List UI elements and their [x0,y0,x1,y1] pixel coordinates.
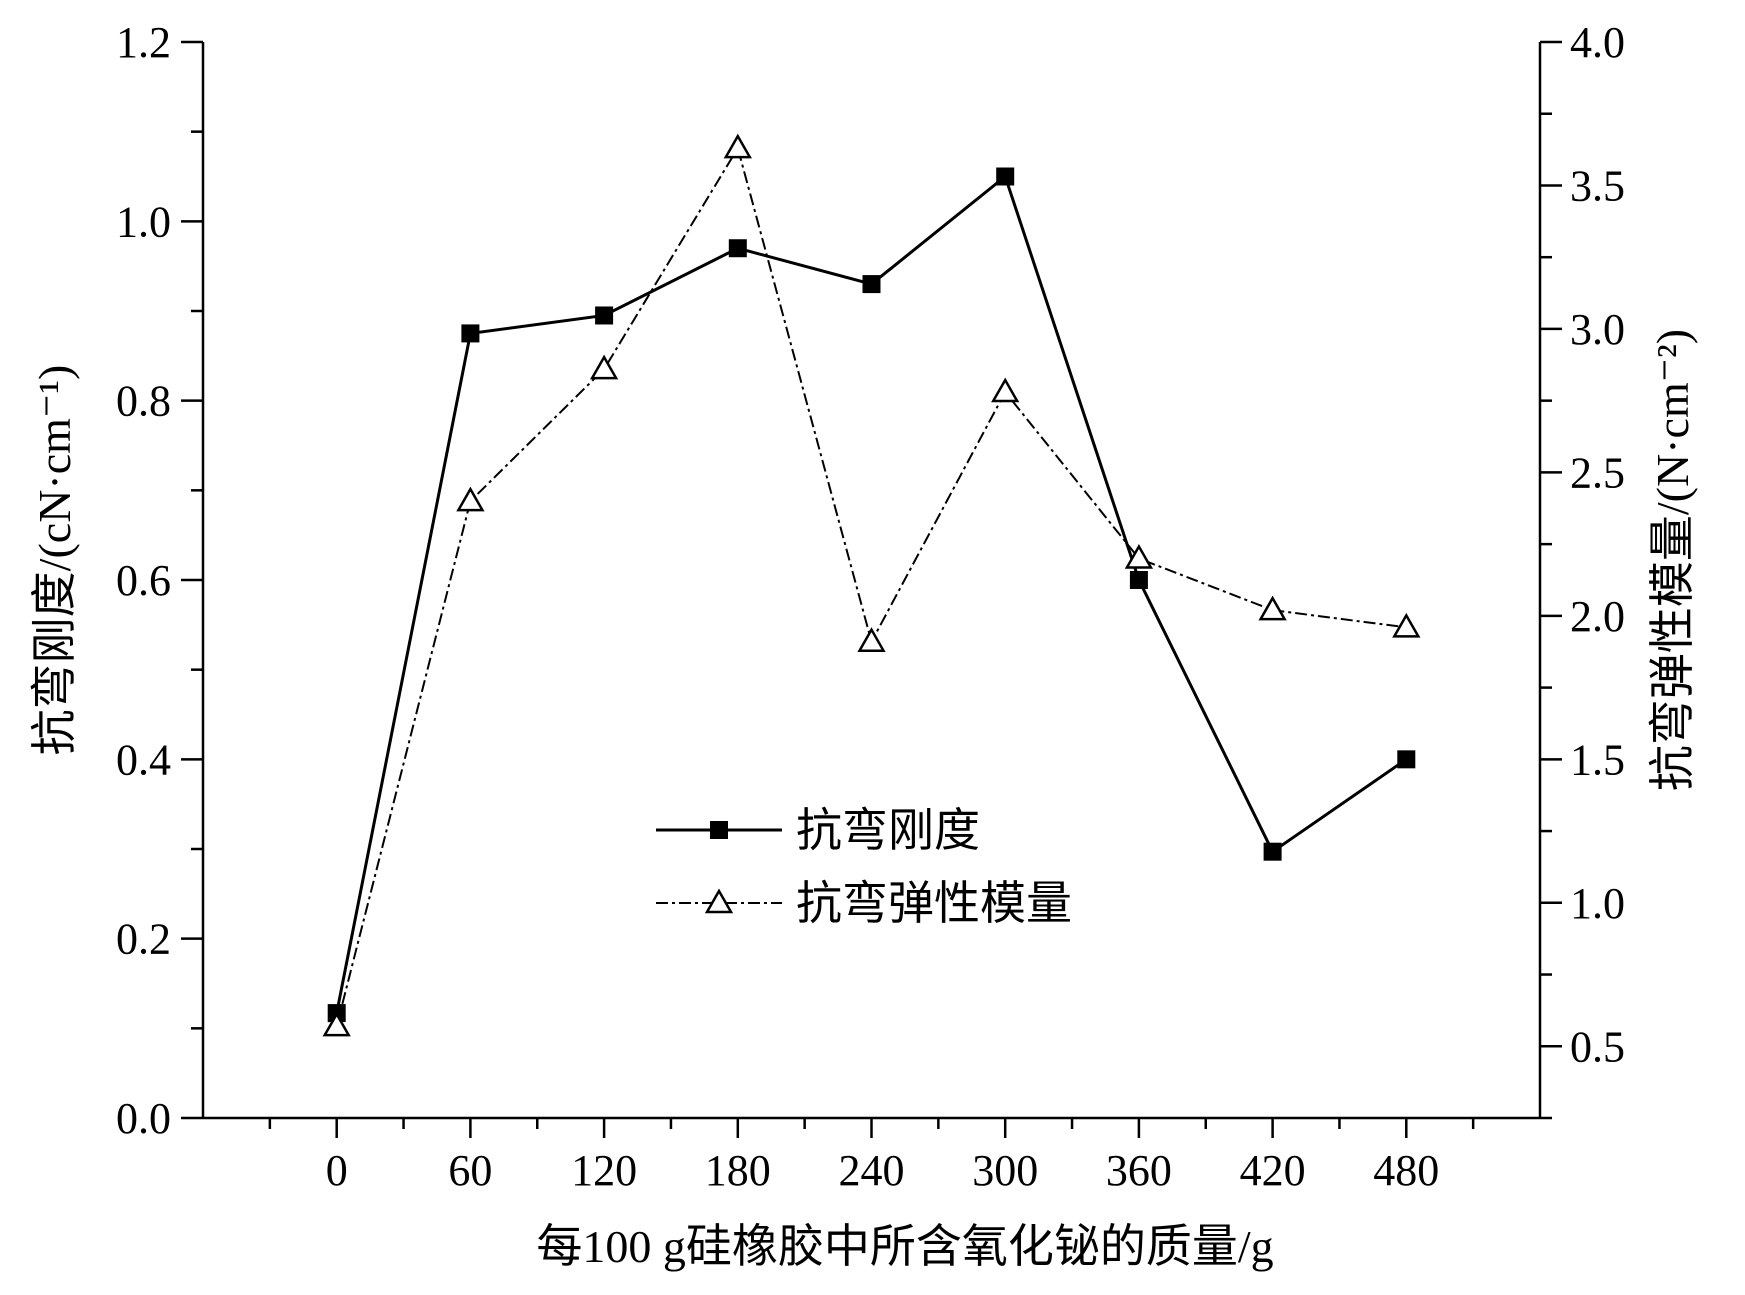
axes [201,42,1542,1120]
data-point-series-1 [996,167,1015,186]
y-left-tick-label: 0.0 [116,1094,171,1143]
y-left-tick-label: 0.2 [116,915,171,964]
x-tick-label: 300 [972,1146,1038,1195]
legend-label-2: 抗弯弹性模量 [796,878,1072,929]
data-point-series-1 [862,275,881,294]
y-left-axis-title: 抗弯刚度/(cN·cm⁻¹) [29,365,80,756]
data-point-series-2 [322,1011,351,1037]
x-tick-label: 0 [326,1146,348,1195]
y-left-tick-label: 0.8 [116,377,171,426]
y-right-tick-label: 4.0 [1570,18,1625,67]
x-tick-label: 480 [1373,1146,1439,1195]
data-point-series-2 [991,377,1020,403]
y-left-tick-label: 1.2 [116,18,171,67]
x-tick-label: 240 [839,1146,905,1195]
data-point-series-1 [461,324,480,343]
data-point-series-2 [456,486,485,512]
data-point-series-1 [1263,842,1282,861]
data-point-series-1 [1129,571,1148,589]
data-point-series-1 [1397,750,1416,769]
y-right-tick-label: 2.5 [1570,448,1625,497]
series [322,133,1421,1037]
data-point-series-2 [589,354,619,380]
x-tick-label: 360 [1106,1146,1172,1195]
x-tick-label: 120 [571,1146,637,1195]
y-right-tick-label: 1.5 [1570,735,1625,784]
legend-marker-2 [704,888,734,914]
y-right-axis-title: 抗弯弹性模量/(N·cm⁻²) [1647,329,1698,791]
legend-marker-1 [710,821,728,839]
data-point-series-2 [1258,595,1287,621]
y-left-tick-label: 1.0 [116,197,171,246]
ticks: 0.0 0.2 0.4 0.6 0.8 1.0 1.2 0.5 1.0 1.5 2.0 2.5 3.0 3… [116,18,1625,1195]
y-right-tick-label: 3.5 [1570,161,1625,210]
x-tick-label: 420 [1240,1146,1306,1195]
x-tick-label: 60 [448,1146,492,1195]
y-left-tick-label: 0.4 [116,735,171,784]
y-left-tick-label: 0.6 [116,556,171,605]
data-point-series-2 [857,627,886,652]
x-tick-label: 180 [705,1146,771,1195]
data-point-series-2 [723,133,752,159]
data-point-series-1 [595,306,614,325]
y-right-tick-label: 0.5 [1570,1022,1625,1071]
data-point-series-2 [1392,612,1421,638]
y-right-tick-label: 1.0 [1570,879,1625,928]
y-right-tick-label: 3.0 [1570,305,1625,354]
data-point-series-1 [728,239,747,258]
data-point-series-2 [1124,543,1154,569]
y-right-tick-label: 2.0 [1570,592,1625,641]
x-axis-title: 每100 g硅橡胶中所含氧化铋的质量/g [536,1221,1273,1272]
legend-label-1: 抗弯刚度 [796,805,980,856]
